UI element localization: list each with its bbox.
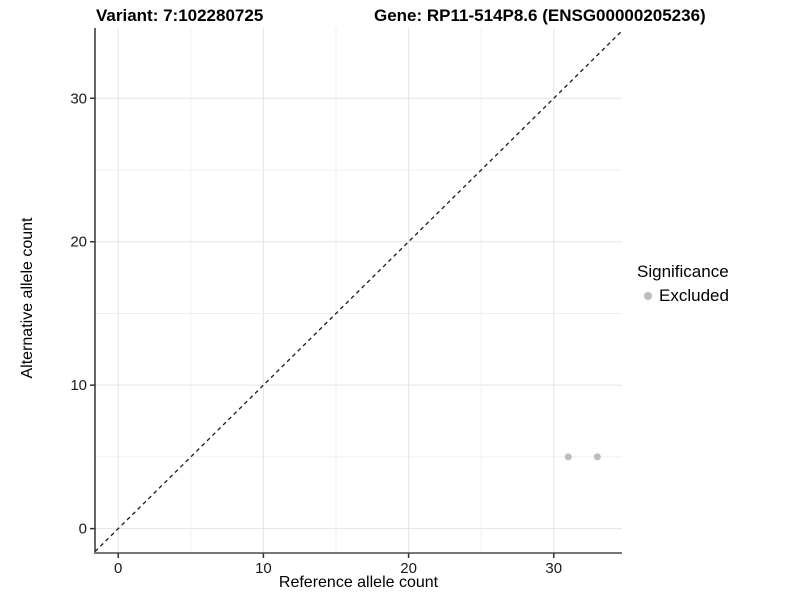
identity-reference-line xyxy=(94,30,623,553)
legend-item: Excluded xyxy=(637,285,729,307)
plot-title-gene: Gene: RP11-514P8.6 (ENSG00000205236) xyxy=(374,6,706,25)
y-tick-label: 0 xyxy=(79,521,87,538)
legend: Significance Excluded xyxy=(637,262,729,307)
legend-title: Significance xyxy=(637,262,729,281)
x-tick-label: 0 xyxy=(114,560,122,577)
y-tick-label: 10 xyxy=(70,377,87,394)
legend-key xyxy=(637,285,659,307)
legend-item-label: Excluded xyxy=(659,286,729,305)
x-tick-label: 30 xyxy=(545,560,562,577)
legend-items: Excluded xyxy=(637,285,729,307)
x-tick-label: 20 xyxy=(400,560,417,577)
y-axis-title: Alternative allele count xyxy=(19,217,36,379)
plot-title-variant: Variant: 7:102280725 xyxy=(96,6,264,25)
y-tick-label: 30 xyxy=(70,90,87,107)
data-point xyxy=(564,453,572,461)
y-tick-label: 20 xyxy=(70,234,87,251)
legend-point-icon xyxy=(644,292,652,300)
data-point xyxy=(593,453,601,461)
x-tick-label: 10 xyxy=(255,560,272,577)
x-axis-title: Reference allele count xyxy=(278,574,439,591)
